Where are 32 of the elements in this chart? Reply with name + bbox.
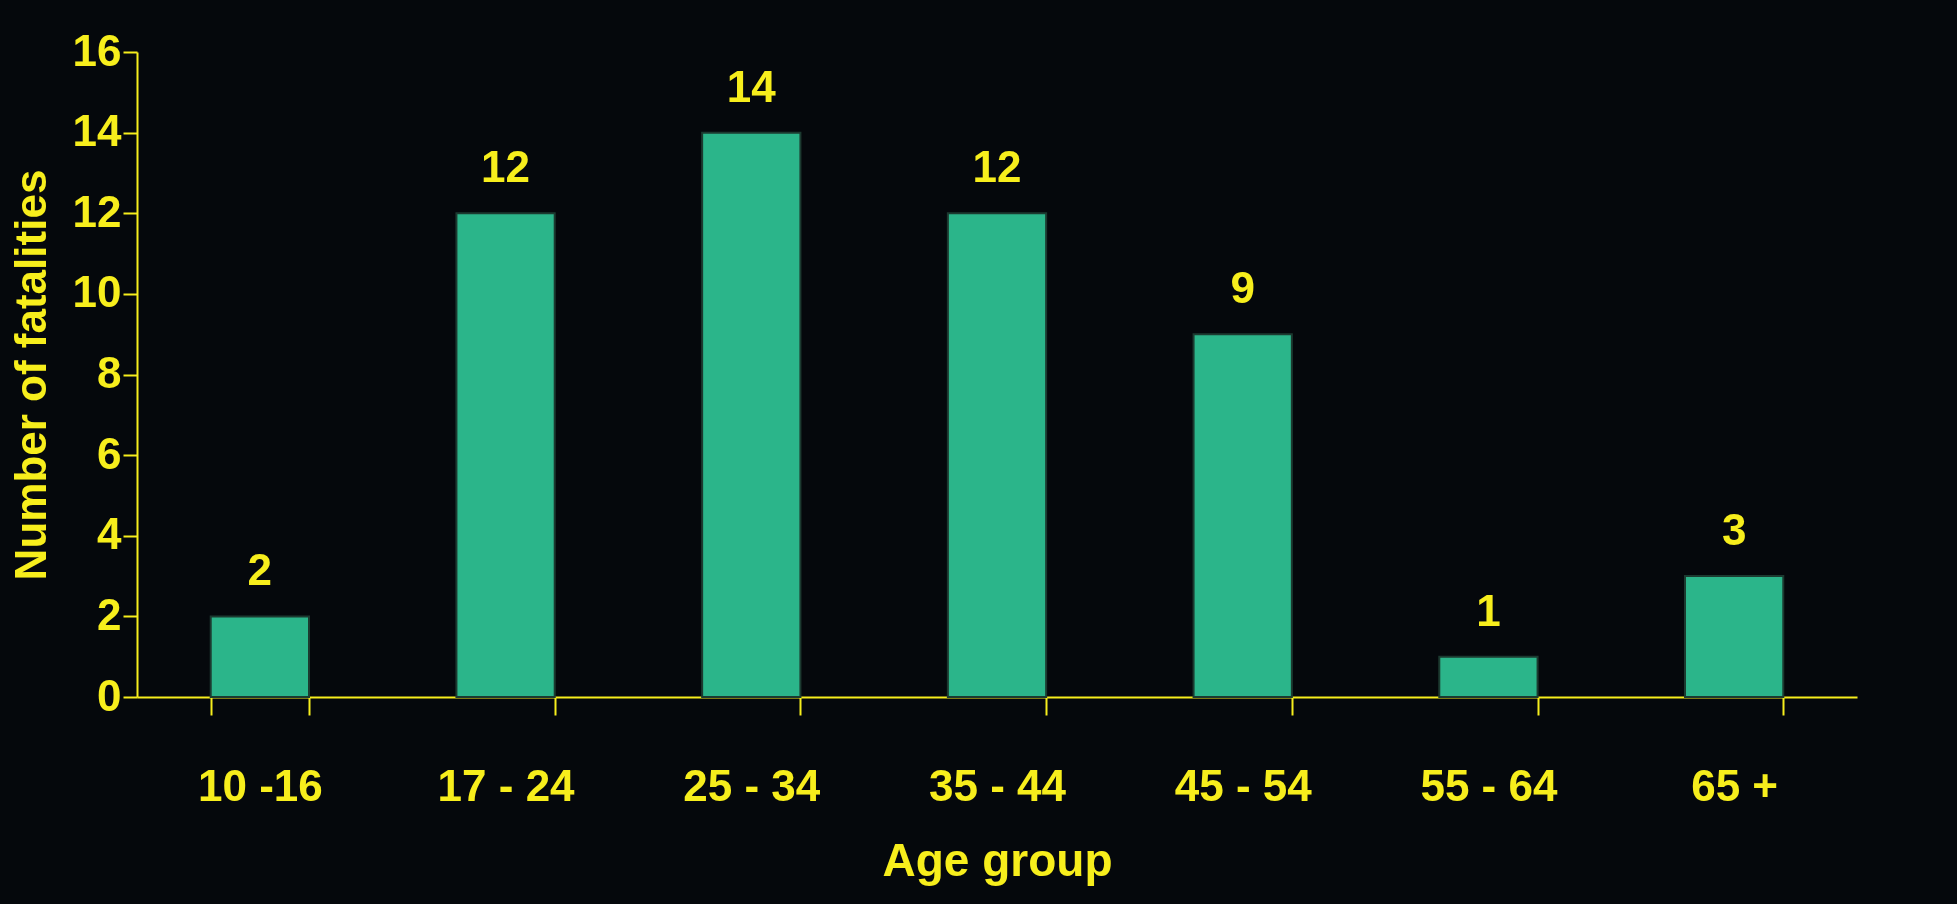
- bar: [1438, 655, 1539, 698]
- x-axis-title: Age group: [882, 833, 1113, 886]
- bar: [209, 615, 310, 698]
- data-label: 3: [1721, 505, 1747, 555]
- x-tick-label: 25 - 34: [683, 760, 821, 810]
- data-label: 9: [1230, 263, 1255, 313]
- x-tick-label: 10 -16: [197, 760, 323, 810]
- x-tick-label: 17 - 24: [437, 760, 576, 810]
- x-tick-label: 45 - 54: [1174, 760, 1313, 810]
- bar: [701, 131, 802, 698]
- data-label: 12: [972, 142, 1022, 192]
- y-tick-label: 4: [97, 509, 123, 559]
- y-axis-title: Number of fatalities: [5, 169, 55, 581]
- data-label: 2: [247, 545, 273, 595]
- y-tick-label: 10: [72, 267, 122, 317]
- x-tick-label: 55 - 64: [1420, 760, 1558, 810]
- y-tick-label: 14: [72, 106, 123, 156]
- x-tick-label: 35 - 44: [929, 760, 1067, 810]
- y-tick-label: 12: [72, 186, 122, 236]
- bar: [1684, 575, 1785, 698]
- bar: [455, 212, 556, 698]
- data-label: 14: [726, 61, 777, 111]
- y-tick-label: 8: [97, 348, 122, 397]
- y-tick-label: 0: [97, 670, 122, 720]
- bar: [946, 212, 1048, 698]
- bar: [1192, 333, 1293, 698]
- y-tick-label: 2: [97, 589, 122, 639]
- data-label: 12: [481, 142, 531, 192]
- y-tick-label: 6: [97, 428, 122, 478]
- data-label: 1: [1476, 585, 1501, 635]
- x-tick-label: 65 +: [1691, 760, 1779, 810]
- y-tick-label: 16: [72, 25, 122, 75]
